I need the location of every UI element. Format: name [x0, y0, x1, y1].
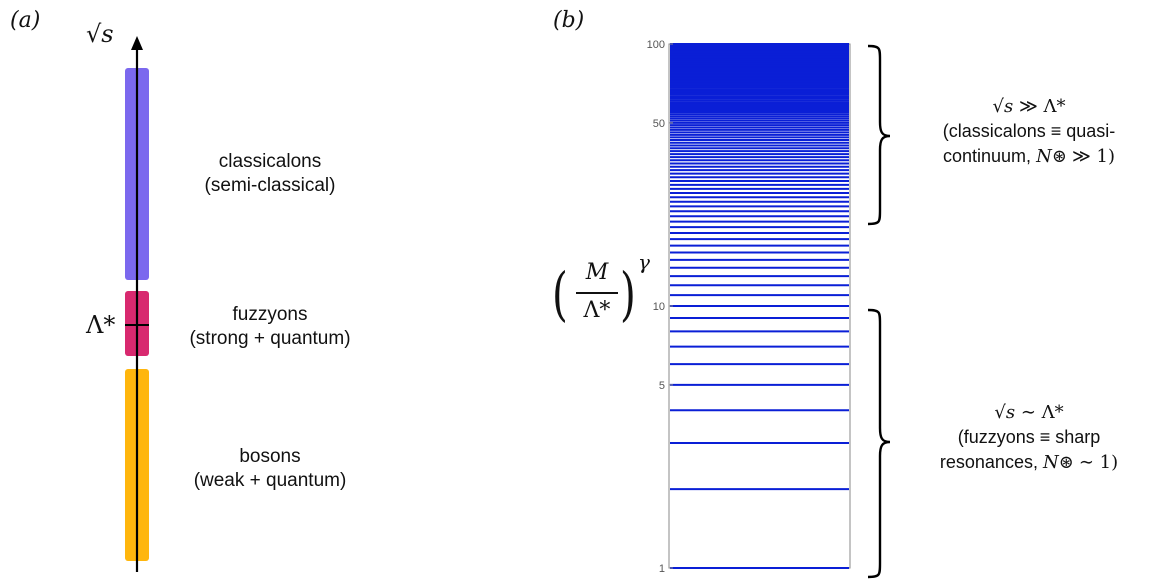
lower-annotation-line2: (fuzzyons ≡ sharp: [898, 425, 1159, 450]
lower-relation: ∼: [1021, 402, 1036, 423]
y-tick-label: 100: [647, 39, 665, 51]
y-tick-label: 1: [659, 563, 665, 575]
y-tick-label: 5: [659, 380, 665, 392]
upper-n-symbol: N⊛: [1036, 146, 1067, 167]
lower-sqrt-s: √s: [994, 402, 1015, 423]
lower-annotation: √s ∼ Λ* (fuzzyons ≡ sharp resonances, N⊛…: [898, 400, 1159, 475]
lower-n-symbol: N⊛: [1043, 452, 1074, 473]
upper-lambda: Λ*: [1044, 96, 1066, 117]
lower-line3-rel: ∼ 1): [1079, 452, 1118, 473]
upper-line3-rel: ≫ 1): [1072, 146, 1115, 167]
upper-annotation-line3: continuum, N⊛ ≫ 1): [898, 144, 1159, 169]
upper-line3-text: continuum,: [943, 146, 1031, 166]
upper-annotation-line1: √s ≫ Λ*: [898, 94, 1159, 119]
y-tick-label: 50: [653, 118, 665, 130]
lower-annotation-line1: √s ∼ Λ*: [898, 400, 1159, 425]
lower-brace: [868, 310, 890, 577]
upper-sqrt-s: √s: [992, 96, 1013, 117]
lower-line3-text: resonances,: [940, 452, 1038, 472]
annotation-braces: [862, 0, 922, 579]
lower-lambda: Λ*: [1042, 402, 1064, 423]
upper-annotation: √s ≫ Λ* (classicalons ≡ quasi- continuum…: [898, 94, 1159, 169]
lower-annotation-line3: resonances, N⊛ ∼ 1): [898, 450, 1159, 475]
y-tick-label: 10: [653, 301, 665, 313]
upper-brace: [868, 46, 890, 224]
upper-relation: ≫: [1019, 96, 1038, 117]
upper-annotation-line2: (classicalons ≡ quasi-: [898, 119, 1159, 144]
